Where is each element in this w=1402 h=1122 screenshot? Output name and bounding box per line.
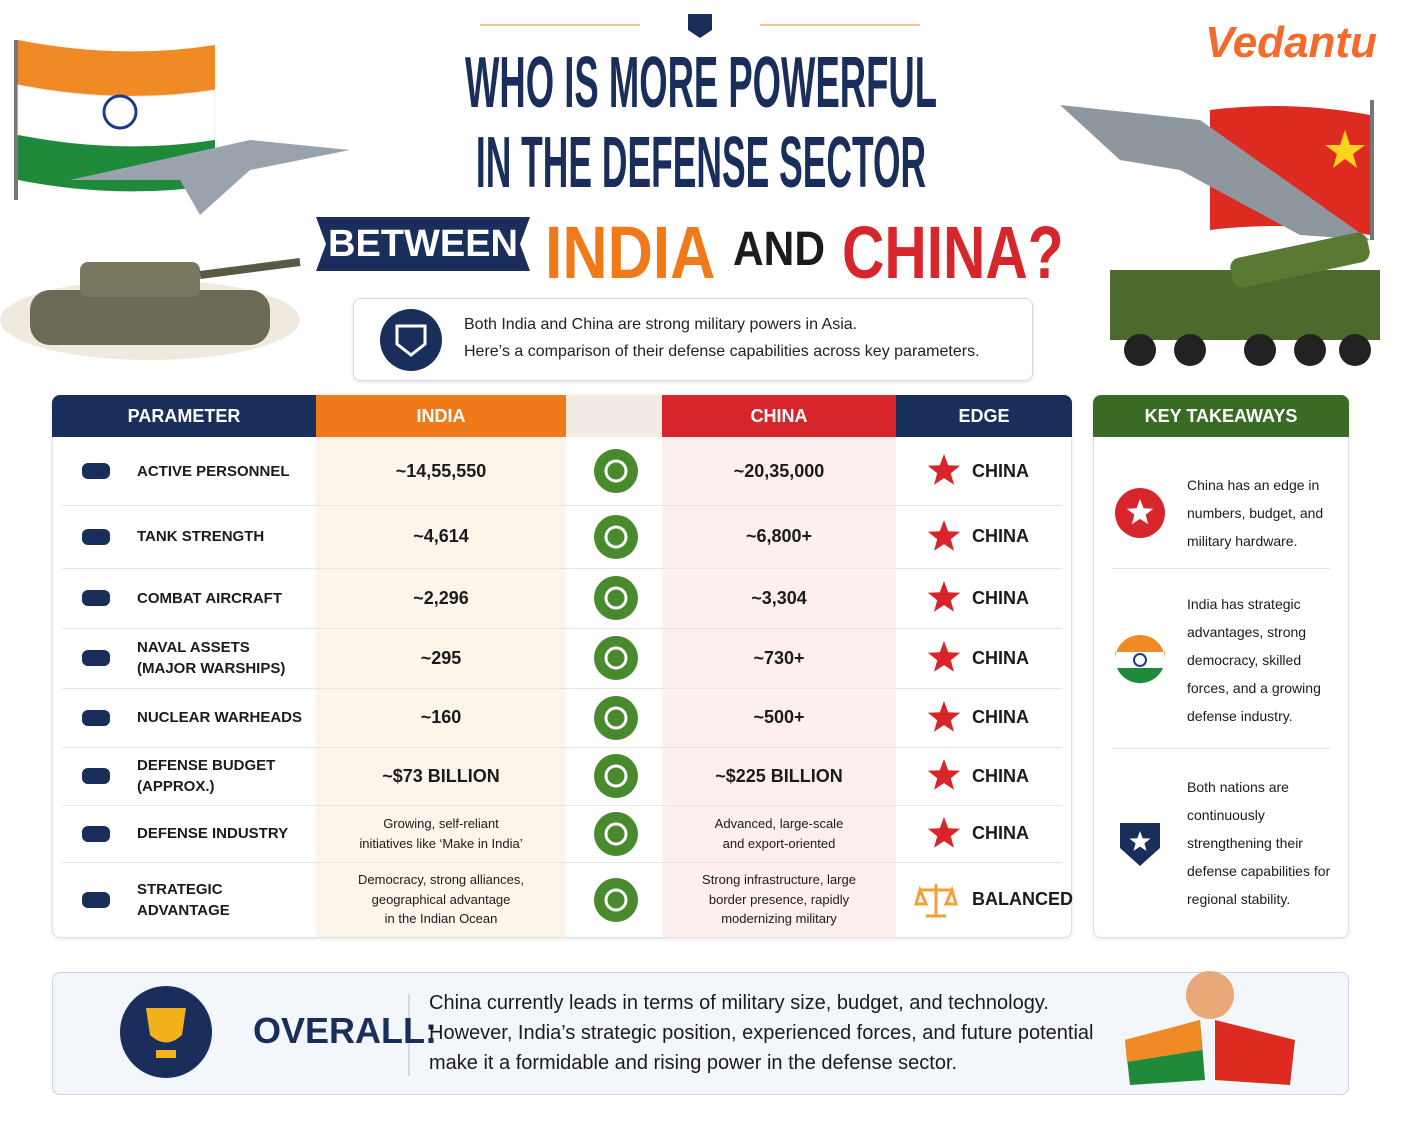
- parameter-icon: [82, 463, 110, 479]
- title-line: IN THE DEFENSE SECTOR: [475, 123, 927, 203]
- china-value: Strong infrastructure, large border pres…: [702, 872, 856, 927]
- takeaway-icon: [1115, 487, 1165, 538]
- row-icon: [594, 695, 638, 740]
- edge-value: CHINA: [972, 823, 1029, 843]
- row-divider: [62, 568, 1062, 569]
- edge-star: [927, 641, 961, 672]
- overall-text: make it a formidable and rising power in…: [429, 1052, 958, 1074]
- parameter-icon: [82, 528, 110, 545]
- china-value: ~3,304: [751, 587, 807, 608]
- edge-value: CHINA: [972, 647, 1029, 668]
- edge-balance: [914, 883, 958, 917]
- edge-value: CHINA: [972, 587, 1029, 608]
- row-icon: [594, 514, 638, 559]
- edge-value: CHINA: [972, 526, 1029, 546]
- takeaway-divider: [1112, 568, 1330, 569]
- row-icon: [594, 754, 638, 798]
- takeaway-icon: [1120, 822, 1160, 866]
- india-value: ~2,296: [413, 587, 469, 608]
- edge-star: [927, 759, 961, 790]
- edge-star: [927, 816, 961, 848]
- row-icon: [594, 576, 638, 620]
- table-header: PARAMETER: [52, 395, 316, 437]
- overall-text: China currently leads in terms of milita…: [429, 992, 1049, 1014]
- row-divider: [62, 805, 1062, 806]
- china-title: CHINA?: [842, 211, 1064, 294]
- china-value: ~730+: [753, 647, 805, 668]
- intro-text: Both India and China are strong military…: [464, 316, 858, 333]
- parameter-icon: [82, 891, 110, 908]
- takeaway-text: China has an edge in numbers, budget, an…: [1187, 476, 1324, 549]
- row-divider: [62, 628, 1062, 629]
- parameter: NAVAL ASSETS (MAJOR WARSHIPS): [137, 639, 286, 677]
- edge-star: [927, 454, 961, 485]
- india-title: INDIA: [545, 211, 716, 294]
- edge-star: [927, 700, 961, 732]
- table-header: INDIA: [316, 395, 566, 437]
- india-value: ~295: [420, 647, 462, 668]
- edge-star: [927, 519, 961, 551]
- overall-text: However, India’s strategic position, exp…: [429, 1022, 1094, 1044]
- row-divider: [62, 862, 1062, 863]
- edge-value: CHINA: [972, 765, 1029, 786]
- parameter: DEFENSE INDUSTRY: [137, 825, 289, 842]
- row-icon: [594, 877, 638, 922]
- between-label: BETWEEN: [328, 222, 518, 265]
- and-title: AND: [733, 223, 825, 276]
- india-value: ~160: [420, 707, 462, 727]
- parameter: ACTIVE PERSONNEL: [137, 462, 290, 480]
- china-column-bg: [662, 437, 896, 937]
- row-divider: [62, 688, 1062, 689]
- table-header: CHINA: [662, 395, 896, 437]
- brand: Vedantu: [1205, 18, 1377, 67]
- takeaway-icon: [1115, 635, 1165, 685]
- india-value: ~14,55,550: [395, 460, 487, 481]
- parameter-icon: [82, 709, 110, 726]
- china-value: ~6,800+: [745, 526, 813, 546]
- intro-text: Here’s a comparison of their defense cap…: [464, 343, 980, 360]
- row-divider: [62, 505, 1062, 506]
- header-gap: [566, 395, 662, 437]
- china-value: ~20,35,000: [733, 460, 825, 481]
- edge-value: CHINA: [972, 460, 1029, 481]
- takeaway-divider: [1112, 748, 1330, 749]
- edge-value: BALANCED: [972, 889, 1073, 909]
- takeaway-text: India has strategic advantages, strong d…: [1187, 596, 1321, 724]
- overall-label: OVERALL:: [253, 1010, 437, 1051]
- india-value: ~$73 BILLION: [382, 765, 500, 786]
- china-value: Advanced, large-scale and export-oriente…: [714, 816, 844, 851]
- parameter: DEFENSE BUDGET (APPROX.): [137, 757, 276, 795]
- row-icon: [594, 636, 638, 680]
- china-value: ~$225 BILLION: [715, 765, 843, 786]
- takeaway-text: Both nations are continuously strengthen…: [1187, 778, 1331, 907]
- india-value: Democracy, strong alliances, geographica…: [358, 872, 524, 927]
- parameter-icon: [82, 768, 110, 784]
- row-divider: [62, 747, 1062, 748]
- india-value: Growing, self-reliant initiatives like ‘…: [359, 816, 523, 851]
- row-icon: [594, 449, 638, 493]
- row-icon: [594, 811, 638, 856]
- takeaways-title: KEY TAKEAWAYS: [1093, 395, 1349, 437]
- parameter-icon: [82, 650, 110, 666]
- parameter-icon: [82, 825, 110, 842]
- china-value: ~500+: [753, 707, 805, 727]
- parameter: COMBAT AIRCRAFT: [137, 589, 282, 607]
- edge-star: [927, 581, 961, 612]
- title-line: WHO IS MORE POWERFUL: [465, 43, 937, 123]
- parameter: TANK STRENGTH: [137, 528, 265, 545]
- parameter-icon: [82, 590, 110, 606]
- india-column-bg: [316, 437, 566, 937]
- edge-value: CHINA: [972, 707, 1029, 727]
- india-value: ~4,614: [413, 526, 469, 546]
- parameter: NUCLEAR WARHEADS: [137, 709, 302, 726]
- table-header: EDGE: [896, 395, 1072, 437]
- parameter: STRATEGIC ADVANTAGE: [137, 880, 230, 919]
